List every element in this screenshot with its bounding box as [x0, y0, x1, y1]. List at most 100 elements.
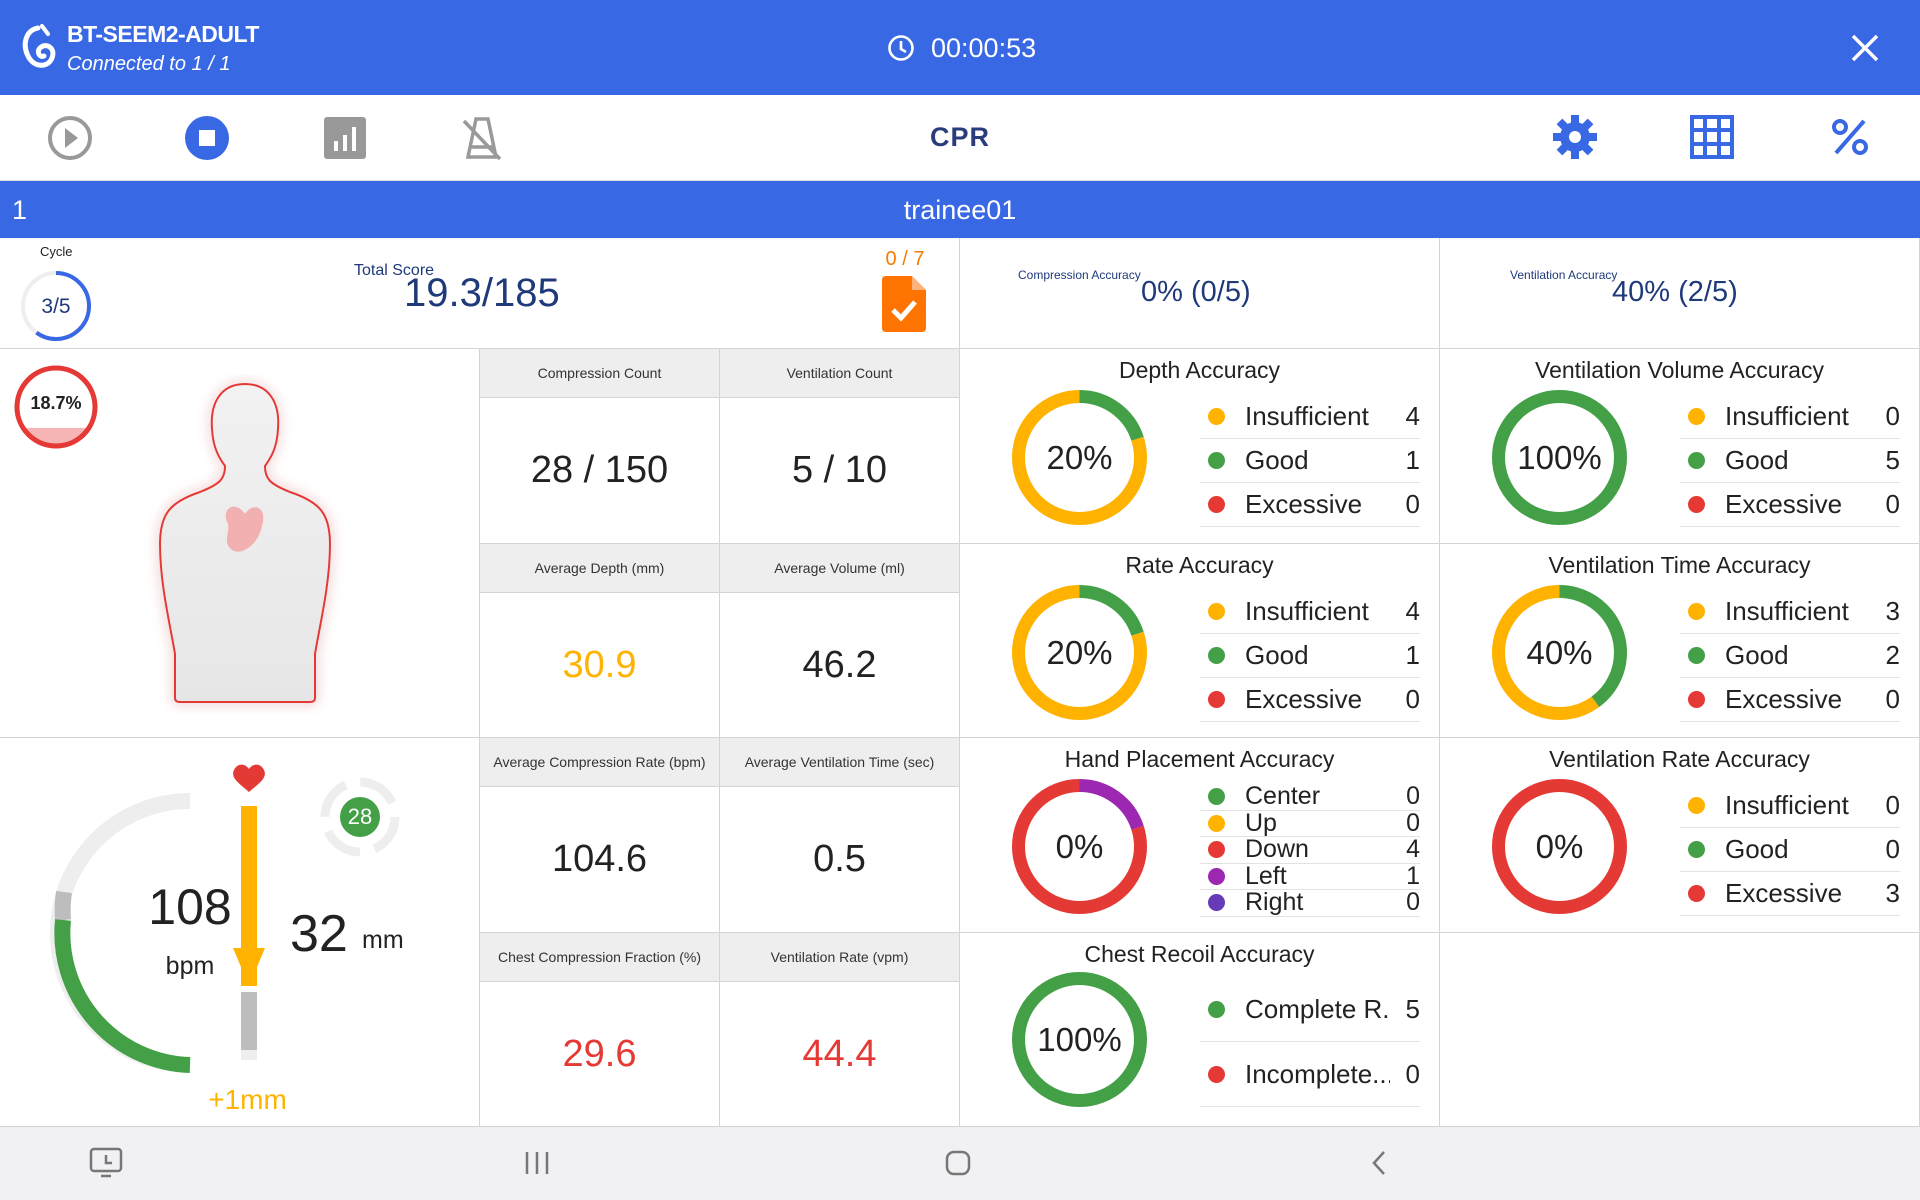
rate-gauge: [50, 764, 400, 1073]
accuracy-panel: Ventilation Time Accuracy 40% Insufficie…: [1440, 544, 1920, 738]
legend-item: Up 0: [1200, 808, 1420, 837]
legend-item: Insufficient 0: [1680, 395, 1900, 439]
legend-item: Incomplete... 0: [1200, 1042, 1420, 1107]
legend-label: Right: [1245, 888, 1304, 917]
legend-label: Center: [1245, 782, 1321, 811]
legend-dot-icon: [1208, 496, 1225, 513]
ventilation-accuracy-label: Ventilation Accuracy: [1510, 268, 1618, 282]
stat-label: Ventilation Count: [720, 349, 959, 398]
legend-count: 5: [1885, 445, 1900, 475]
accuracy-legend: Complete R... 5 Incomplete... 0: [1200, 977, 1420, 1107]
panel-title: Ventilation Rate Accuracy: [1549, 746, 1810, 772]
accuracy-donut: [1012, 585, 1147, 720]
legend-item: Good 1: [1200, 439, 1420, 483]
accuracy-panel: Ventilation Rate Accuracy 0% Insufficien…: [1440, 738, 1920, 933]
accuracy-donut: [1492, 585, 1627, 720]
stat-value: 5 / 10: [791, 449, 888, 491]
accuracy-donut: [1012, 390, 1147, 525]
legend-dot-icon: [1688, 496, 1705, 513]
legend-label: Good: [1725, 640, 1789, 670]
legend-item: Down 4: [1200, 835, 1420, 864]
accuracy-donut: [1492, 779, 1627, 914]
home-icon[interactable]: [944, 1149, 972, 1177]
legend-item: Good 1: [1200, 634, 1420, 678]
mode-title: CPR: [929, 122, 990, 152]
legend-count: 1: [1405, 640, 1420, 670]
accuracy-legend: Insufficient 0 Good 5 Excessive 0: [1680, 395, 1900, 527]
metronome-off-button[interactable]: [460, 115, 504, 161]
legend-count: 1: [1405, 445, 1420, 475]
legend-count: 0: [1885, 401, 1900, 431]
legend-label: Excessive: [1725, 684, 1843, 714]
stat-cell: Compression Count 28 / 150: [480, 349, 720, 544]
stat-label: Average Volume (ml): [720, 544, 959, 593]
legend-count: 4: [1405, 596, 1420, 626]
legend-dot-icon: [1208, 1000, 1225, 1018]
rate-unit: bpm: [165, 952, 215, 980]
legend-item: Excessive 0: [1200, 678, 1420, 722]
legend-dot-icon: [1688, 603, 1705, 620]
legend-dot-icon: [1208, 408, 1225, 425]
total-score-value: 19.3/185: [404, 271, 560, 315]
legend-count: 0: [1405, 489, 1420, 519]
close-icon[interactable]: [1850, 33, 1880, 63]
legend-count: 0: [1405, 1058, 1420, 1089]
legend-count: 4: [1406, 835, 1420, 864]
legend-dot-icon: [1208, 647, 1225, 664]
legend-item: Excessive 0: [1680, 678, 1900, 722]
legend-dot-icon: [1688, 647, 1705, 664]
legend-label: Insufficient: [1245, 596, 1369, 626]
accuracy-percent: 20%: [1046, 439, 1113, 476]
depth-unit: mm: [362, 926, 404, 954]
accuracy-legend: Insufficient 4 Good 1 Excessive 0: [1200, 395, 1420, 527]
accuracy-legend: Insufficient 0 Good 0 Excessive 3: [1680, 784, 1900, 916]
grid-view-icon[interactable]: [1690, 115, 1734, 159]
legend-dot-icon: [1208, 841, 1225, 859]
legend-item: Good 5: [1680, 439, 1900, 483]
accuracy-panel: Chest Recoil Accuracy 100% Complete R...…: [960, 933, 1440, 1127]
legend-dot-icon: [1208, 788, 1225, 806]
settings-gear-icon[interactable]: [1552, 114, 1598, 160]
stop-button[interactable]: [184, 115, 230, 161]
stat-cell: Average Volume (ml) 46.2: [720, 544, 960, 738]
accuracy-percent: 0%: [1055, 828, 1104, 865]
panel-title: Chest Recoil Accuracy: [1084, 941, 1315, 967]
legend-dot-icon: [1688, 797, 1705, 814]
legend-label: Incomplete...: [1245, 1058, 1390, 1089]
play-button[interactable]: [47, 115, 93, 161]
cycle-progress-ring: [21, 271, 91, 341]
legend-item: Insufficient 0: [1680, 784, 1900, 828]
stat-label: Compression Count: [480, 349, 719, 398]
heart-icon: [233, 764, 265, 792]
back-icon[interactable]: [1368, 1149, 1390, 1177]
device-name: BT-SEEM2-ADULT: [67, 21, 259, 47]
stat-label: Chest Compression Fraction (%): [480, 933, 719, 982]
accuracy-legend: Insufficient 3 Good 2 Excessive 0: [1680, 590, 1900, 722]
score-panel: Cycle 3/5 Total Score 19.3/185 0 / 7: [0, 238, 960, 349]
screen-icon[interactable]: [89, 1147, 123, 1179]
legend-dot-icon: [1208, 603, 1225, 620]
legend-item: Right 0: [1200, 888, 1420, 917]
panel-title: Ventilation Volume Accuracy: [1535, 357, 1824, 383]
legend-count: 0: [1406, 808, 1420, 837]
recent-apps-icon[interactable]: [524, 1149, 550, 1177]
percent-icon[interactable]: [1830, 117, 1870, 157]
accuracy-panel: Hand Placement Accuracy 0% Center 0 Up 0 Dow…: [960, 738, 1440, 933]
report-icon[interactable]: [882, 276, 926, 332]
stat-value: 46.2: [802, 643, 877, 686]
panel-title: Rate Accuracy: [1125, 552, 1274, 578]
stat-value: 0.5: [813, 838, 866, 880]
stat-cell: Ventilation Count 5 / 10: [720, 349, 960, 544]
statistics-button[interactable]: [324, 117, 366, 159]
donut-segment: [1492, 390, 1627, 525]
accuracy-percent: 40%: [1526, 634, 1593, 671]
legend-count: 0: [1885, 834, 1900, 864]
legend-item: Left 1: [1200, 862, 1420, 890]
compression-count-badge: 28: [347, 804, 373, 829]
live-gauge-panel: 28 108 bpm 32 mm +1mm: [0, 738, 480, 1127]
legend-dot-icon: [1688, 691, 1705, 708]
logo-icon: [22, 24, 56, 68]
accuracy-percent: 100%: [1517, 439, 1602, 476]
clock-icon: [888, 35, 914, 61]
legend-count: 0: [1885, 684, 1900, 714]
